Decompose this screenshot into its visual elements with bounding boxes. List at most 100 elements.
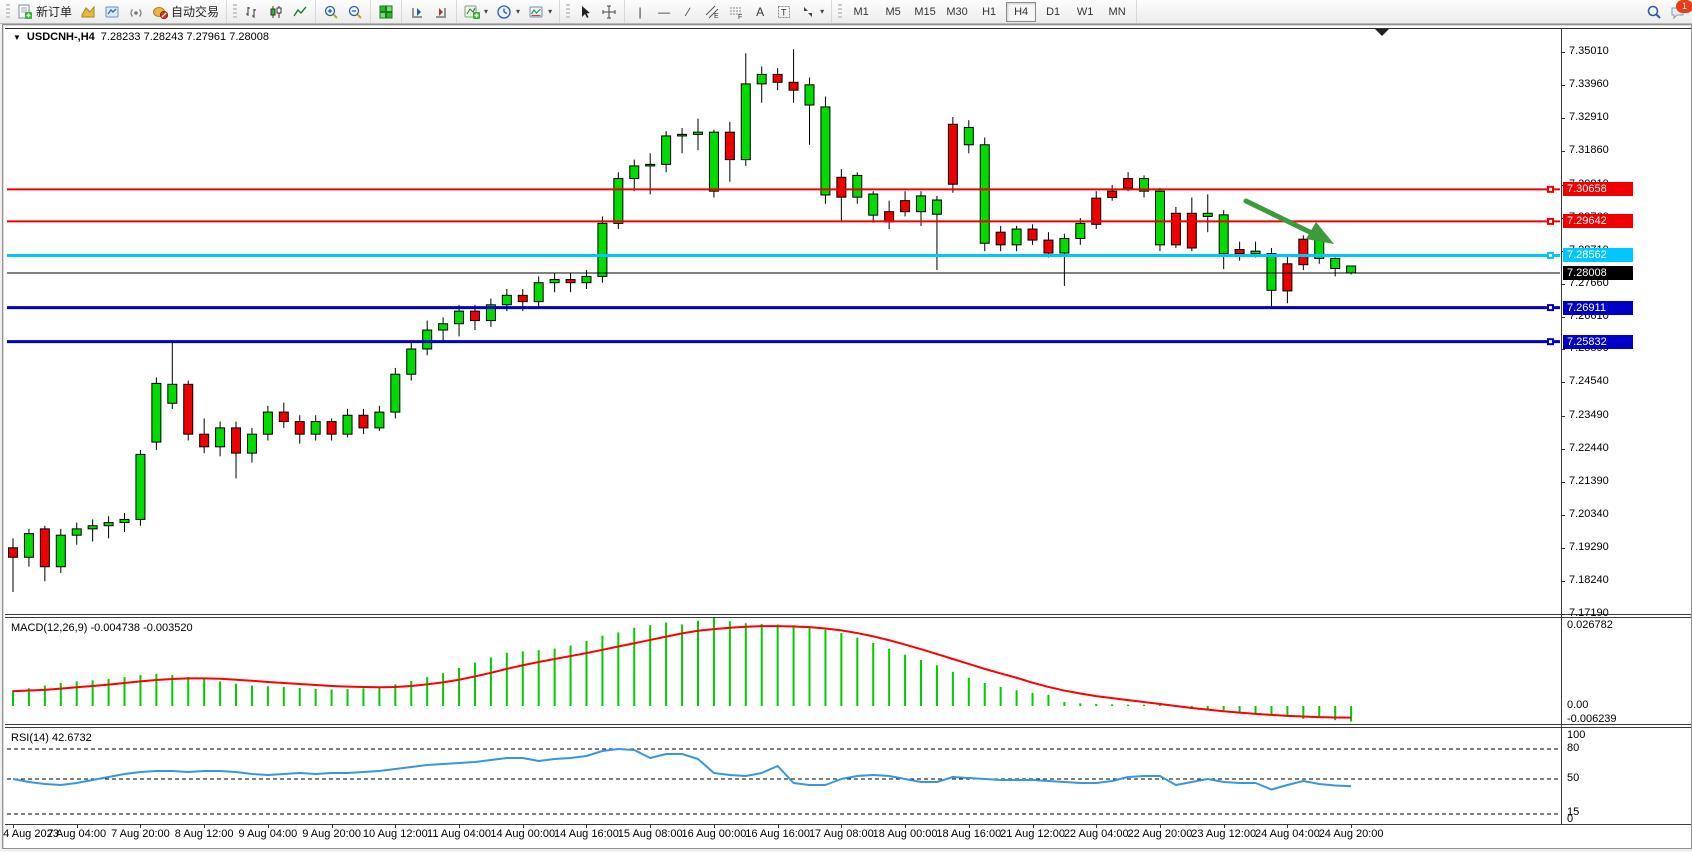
trendline-button[interactable]: ∕ <box>676 1 700 23</box>
price-axis-tick: 7.20340 <box>1569 507 1609 520</box>
candle-up <box>756 73 767 85</box>
candle-down <box>183 383 194 435</box>
arrows-button[interactable]: ▾ <box>796 1 828 23</box>
trendline-icon: ∕ <box>687 4 690 19</box>
time-axis-label: 14 Aug 00:00 <box>490 828 556 840</box>
horizontal-line-button[interactable]: — <box>652 1 676 23</box>
rsi-line <box>12 748 1352 791</box>
candle-up <box>1139 178 1150 192</box>
candlestick-chart-button[interactable] <box>264 1 288 23</box>
zoom-in-button[interactable] <box>319 1 343 23</box>
fibonacci-button[interactable]: F <box>724 1 748 23</box>
toolbar-right: 1 <box>1646 0 1692 23</box>
vertical-line-button[interactable]: | <box>628 1 652 23</box>
price-axis-tick: 7.22440 <box>1569 441 1609 454</box>
candle-up <box>262 411 273 435</box>
horizontal-line-icon: — <box>658 4 671 19</box>
cursor-group <box>560 0 626 23</box>
timeframe-button-d1[interactable]: D1 <box>1046 5 1061 18</box>
level-price-label: 7.30658 <box>1563 182 1633 197</box>
chart-shift-marker[interactable] <box>1374 29 1390 37</box>
zoom-out-icon <box>347 4 363 20</box>
candle-up <box>708 131 719 192</box>
tile-windows-icon <box>378 4 394 20</box>
candle-up <box>23 533 34 558</box>
timeframe-button-m1[interactable]: M1 <box>853 5 869 18</box>
text-label-button[interactable]: T <box>772 1 796 23</box>
time-axis[interactable]: 4 Aug 2023 7 Aug 04:00 7 Aug 20:00 8 Aug 12… <box>3 824 1691 846</box>
chart-shift-button[interactable] <box>429 1 453 23</box>
periods-button[interactable]: ▾ <box>492 1 524 23</box>
bar-chart-button[interactable] <box>240 1 264 23</box>
signals-button[interactable] <box>124 1 148 23</box>
templates-button[interactable]: ▾ <box>524 1 556 23</box>
chart-canvas[interactable] <box>3 25 1691 848</box>
time-axis-label: 7 Aug 20:00 <box>111 828 170 840</box>
timeframe-button-m5[interactable]: M5 <box>885 5 901 18</box>
candle-up <box>645 163 656 167</box>
level-price-label: 7.25832 <box>1563 334 1633 349</box>
timeframe-button-m15[interactable]: M15 <box>914 5 936 18</box>
candle-up <box>501 294 512 306</box>
zoom-in-icon <box>323 4 339 20</box>
candle-up <box>979 144 990 244</box>
zoom-out-button[interactable] <box>343 1 367 23</box>
candle-up <box>485 304 496 322</box>
line-chart-button[interactable] <box>288 1 312 23</box>
new-order-label: 新订单 <box>36 5 73 19</box>
price-axis-tick: 7.33960 <box>1569 78 1609 91</box>
auto-scroll-button[interactable] <box>405 1 429 23</box>
new-chart-button[interactable] <box>76 1 100 23</box>
main-toolbar: 新订单 自动交易 <box>0 0 1692 24</box>
timeframe-button-m30[interactable]: M30 <box>946 5 968 18</box>
toolbar-grip <box>6 3 10 20</box>
candle-down <box>772 73 783 83</box>
candle-up <box>1218 214 1229 255</box>
candle-up <box>692 131 703 135</box>
autotrading-button[interactable]: 自动交易 <box>148 1 223 23</box>
time-axis-label: 18 Aug 16:00 <box>936 828 1002 840</box>
candle-up <box>820 106 831 196</box>
timeframe-button-mn[interactable]: MN <box>1108 5 1126 18</box>
timeframe-button-h4[interactable]: H4 <box>1006 1 1037 22</box>
candle-up <box>661 135 672 165</box>
candle-up <box>246 433 257 454</box>
timeframe-button-w1[interactable]: W1 <box>1076 5 1094 18</box>
indicators-button[interactable]: ▾ <box>460 1 492 23</box>
new-order-button[interactable]: 新订单 <box>13 1 76 23</box>
chart-window: ▼ USDCNH-,H4 7.28233 7.28243 7.27961 7.2… <box>2 24 1692 849</box>
text-button[interactable]: A <box>748 1 772 23</box>
time-axis-label: 24 Aug 04:00 <box>1254 828 1320 840</box>
candle-up <box>87 525 98 530</box>
time-axis-label: 15 Aug 08:00 <box>617 828 683 840</box>
notifications-icon[interactable]: 1 <box>1670 0 1692 20</box>
candle-up <box>390 373 401 413</box>
candle-up <box>215 427 226 448</box>
dropdown-arrow-icon: ▾ <box>516 7 521 16</box>
candle-up <box>1330 257 1341 270</box>
toolbar-grip <box>838 3 843 20</box>
symbol-dropdown-icon[interactable]: ▼ <box>13 32 21 42</box>
candle-up <box>310 421 321 435</box>
crosshair-button[interactable] <box>597 1 621 23</box>
timeframe-button-h1[interactable]: H1 <box>982 5 997 18</box>
time-axis-label: 9 Aug 20:00 <box>302 828 361 840</box>
tile-windows-button[interactable] <box>374 1 398 23</box>
price-axis-tick: 7.23490 <box>1569 408 1609 421</box>
profiles-button[interactable] <box>100 1 124 23</box>
equidistant-channel-button[interactable]: E <box>700 1 724 23</box>
toolbar-grip <box>566 3 571 20</box>
macd-rsi-separator[interactable] <box>5 724 1691 725</box>
channel-icon: E <box>704 4 720 20</box>
price-axis-tick: 7.31860 <box>1569 144 1609 157</box>
signals-icon <box>128 4 144 20</box>
candle-up <box>533 282 544 303</box>
price-axis-tick: 7.18240 <box>1569 574 1609 587</box>
main-macd-separator[interactable] <box>5 614 1691 615</box>
macd-signal-line <box>12 625 1352 719</box>
search-icon[interactable] <box>1646 4 1662 20</box>
time-axis-label: 17 Aug 08:00 <box>808 828 874 840</box>
candle-down <box>836 176 847 198</box>
cursor-button[interactable] <box>573 1 597 23</box>
candle-up <box>422 329 433 350</box>
